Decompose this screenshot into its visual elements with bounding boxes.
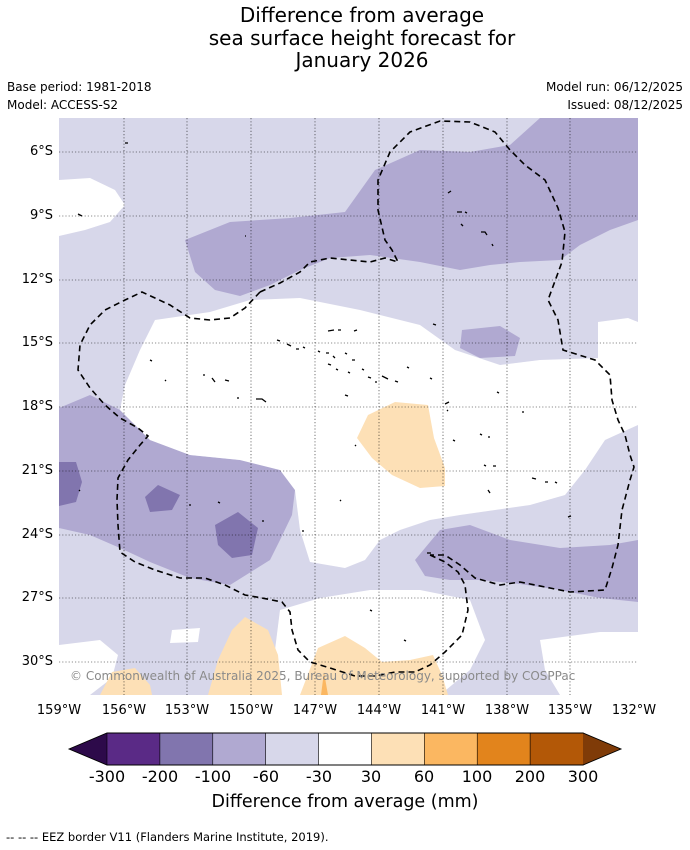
map-plot-area — [59, 118, 638, 695]
lat-label-18s: 18°S — [21, 399, 53, 414]
colorbar-tick-minus-300: -300 — [88, 767, 126, 786]
lat-label-27s: 27°S — [21, 590, 53, 605]
eez-footnote: -- -- -- EEZ border V11 (Flanders Marine… — [6, 830, 329, 844]
colorbar-tick-30: 30 — [360, 767, 382, 786]
colorbar-tick-minus-30: -30 — [305, 767, 333, 786]
lon-label-141w: 141°W — [420, 703, 466, 718]
colorbar-extend-low — [69, 733, 107, 765]
anomaly-region-strong-3 — [215, 512, 258, 558]
colorbar-outline — [67, 732, 623, 766]
colorbar-segment-2 — [212, 732, 267, 766]
islands — [77, 142, 572, 642]
positive-region-bottom-1 — [208, 617, 282, 695]
title-line-1: Difference from average — [239, 3, 485, 27]
positive-region-strong — [321, 672, 328, 695]
anomaly-region-strong-2 — [145, 485, 180, 512]
neutral-region-bottom-right — [540, 632, 638, 695]
colorbar-segment-3 — [265, 732, 320, 766]
colorbar-tick-300: 300 — [567, 767, 599, 786]
issued-label: Issued: 08/12/2025 — [567, 98, 683, 112]
eez-borders — [77, 120, 635, 677]
meta-right: Model run: 06/12/2025 Issued: 08/12/2025 — [546, 78, 683, 114]
title-line-2: sea surface height forecast for — [208, 25, 516, 50]
lon-label-153w: 153°W — [164, 703, 210, 718]
colorbar — [67, 732, 623, 766]
model-run-label: Model run: 06/12/2025 — [545, 80, 683, 94]
lon-label-156w: 156°W — [101, 703, 147, 718]
neutral-region-bottom-left — [59, 640, 118, 695]
lon-label-132w: 132°W — [611, 703, 657, 718]
colorbar-title: Difference from average (mm) — [211, 792, 479, 812]
colorbar-segment-8 — [529, 732, 584, 766]
lat-label-9s: 9°S — [29, 208, 53, 223]
lat-label-12s: 12°S — [21, 272, 53, 287]
anomaly-region-strong-1 — [59, 462, 82, 506]
anomaly-region-lower-right — [415, 525, 638, 602]
colorbar-tick-minus-200: -200 — [141, 767, 179, 786]
base-period-label: Base period: 1981-2018 — [7, 80, 152, 94]
colorbar-tick-minus-60: -60 — [252, 767, 280, 786]
lon-label-144w: 144°W — [356, 703, 402, 718]
colorbar-segment-7 — [476, 732, 531, 766]
colorbar-segment-1 — [159, 732, 214, 766]
title-line-3: January 2026 — [295, 48, 429, 72]
gridlines — [59, 118, 638, 695]
copyright-notice: © Commonwealth of Australia 2025, Bureau… — [70, 669, 576, 683]
anomaly-region-mid-right — [460, 326, 520, 358]
colorbar-extend-high — [583, 733, 621, 765]
lat-label-6s: 6°S — [29, 144, 53, 159]
colorbar-segment-4 — [318, 732, 373, 766]
colorbar-tick-60: 60 — [413, 767, 435, 786]
lat-label-30s: 30°S — [21, 654, 53, 669]
anomaly-region-upper — [185, 118, 638, 296]
colorbar-segment-6 — [424, 732, 478, 766]
lat-label-21s: 21°S — [21, 463, 53, 478]
positive-region-bottom-3 — [300, 636, 448, 695]
colorbar-segments — [106, 732, 584, 766]
lon-label-150w: 150°W — [228, 703, 274, 718]
meta-left: Base period: 1981-2018 Model: ACCESS-S2 — [7, 78, 152, 114]
colorbar-segment-0 — [106, 732, 161, 766]
lon-label-135w: 135°W — [547, 703, 593, 718]
chart-title: Difference from average sea surface heig… — [0, 4, 690, 72]
lon-label-147w: 147°W — [292, 703, 338, 718]
colorbar-tick-minus-100: -100 — [194, 767, 232, 786]
neutral-region-top-right — [598, 318, 638, 365]
colorbar-segment-5 — [371, 732, 425, 766]
lon-label-159w: 159°W — [36, 703, 82, 718]
positive-region-center — [357, 402, 445, 488]
colorbar-tick-100: 100 — [461, 767, 493, 786]
lon-label-138w: 138°W — [484, 703, 530, 718]
lat-label-15s: 15°S — [21, 335, 53, 350]
lat-label-24s: 24°S — [21, 527, 53, 542]
neutral-region-bottom-center — [170, 628, 200, 643]
colorbar-tick-200: 200 — [514, 767, 546, 786]
neutral-region-top-left — [59, 178, 125, 236]
positive-region-bottom-2 — [100, 668, 152, 695]
model-label: Model: ACCESS-S2 — [7, 98, 119, 112]
